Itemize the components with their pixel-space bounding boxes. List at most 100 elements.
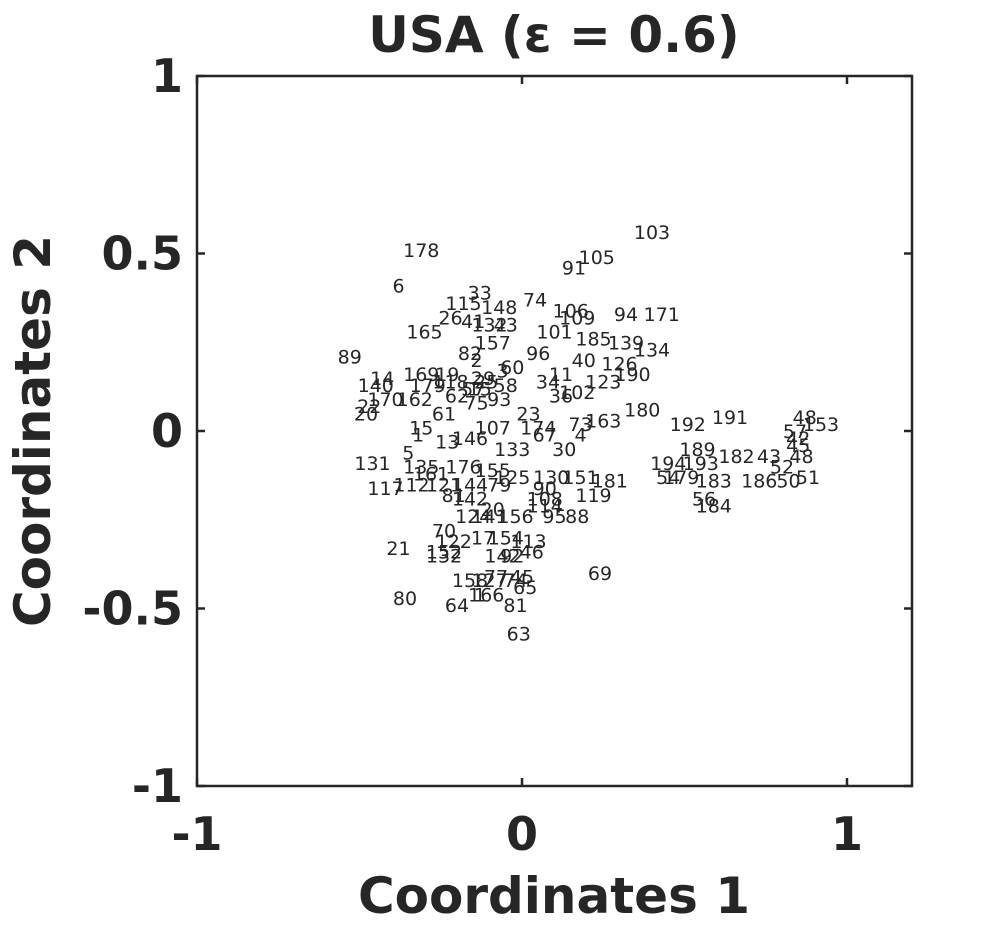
data-point-label: 125 (494, 467, 530, 489)
data-point-label: 106 (553, 300, 589, 322)
data-point-label: 2 (470, 350, 482, 372)
data-point-label: 26 (438, 307, 462, 329)
data-point-label: 15 (468, 378, 492, 400)
data-point-label: 115 (445, 293, 481, 315)
data-point-label: 43 (494, 315, 518, 337)
data-point-label: 139 (608, 332, 644, 354)
data-point-label: 144 (452, 474, 488, 496)
data-point-label: 3 (496, 361, 508, 383)
data-point-label: 180 (624, 400, 660, 422)
data-point-label: 192 (670, 414, 706, 436)
data-point-label: 23 (516, 403, 540, 425)
data-point-label: 186 (741, 471, 777, 493)
data-point-label: 65 (513, 577, 537, 599)
x-axis-label: Coordinates 1 (358, 867, 750, 925)
data-point-label: 74 (503, 570, 527, 592)
data-point-label: 118 (432, 371, 468, 393)
data-point-label: 140 (358, 375, 394, 397)
data-point-label: 42 (786, 428, 810, 450)
data-point-label: 152 (426, 542, 462, 564)
data-point-label: 133 (494, 439, 530, 461)
data-point-label: 181 (592, 471, 628, 493)
data-point-label: 131 (354, 453, 390, 475)
data-point-label: 163 (585, 410, 621, 432)
data-point-label: 96 (526, 343, 550, 365)
axis-ticks: -1 0 1 -1 -0.5 0 0.5 1 (82, 49, 912, 861)
data-point-label: 179 (410, 375, 446, 397)
data-point-label: 15 (409, 417, 433, 439)
data-point-label: 189 (679, 439, 715, 461)
data-point-label: 185 (575, 329, 611, 351)
data-point-label: 88 (565, 506, 589, 528)
y-tick-label: 0 (151, 404, 183, 458)
data-point-label: 108 (527, 488, 563, 510)
data-point-label: 4 (574, 425, 586, 447)
data-point-label: 46 (520, 542, 544, 564)
data-point-label: 11 (549, 364, 573, 386)
data-point-label: 171 (644, 304, 680, 326)
data-point-label: 5 (402, 442, 414, 464)
data-point-label: 183 (696, 471, 732, 493)
data-point-label: 124 (455, 506, 491, 528)
data-point-label: 103 (634, 222, 670, 244)
data-point-label: 33 (468, 283, 492, 305)
data-point-label: 178 (403, 240, 439, 262)
data-point-label: 1 (474, 584, 486, 606)
data-point-label: 193 (683, 453, 719, 475)
data-point-label: 43 (757, 446, 781, 468)
data-point-label: 165 (406, 322, 442, 344)
data-point-label: 155 (475, 460, 511, 482)
data-point-label: 191 (712, 407, 748, 429)
data-point-label: 169 (403, 364, 439, 386)
data-point-label: 63 (507, 623, 531, 645)
data-point-label: 30 (552, 439, 576, 461)
data-point-label: 105 (579, 247, 615, 269)
x-tick-label: -1 (171, 807, 222, 861)
data-point-label: 190 (614, 364, 650, 386)
data-point-label: 166 (468, 584, 504, 606)
y-tick-label: -1 (132, 759, 183, 813)
data-point-label: 73 (568, 414, 592, 436)
data-point-label: 1 (412, 425, 424, 447)
data-point-label: 162 (397, 389, 433, 411)
y-tick-label: 0.5 (102, 227, 184, 281)
data-point-label: 40 (572, 350, 596, 372)
data-point-label: 74 (523, 290, 547, 312)
data-point-label: 58 (494, 375, 518, 397)
data-point-label: 123 (585, 371, 621, 393)
data-point-label: 69 (588, 563, 612, 585)
data-point-label: 48 (789, 446, 813, 468)
data-point-label: 182 (718, 446, 754, 468)
data-point-label: 41 (461, 311, 485, 333)
data-point-label: 154 (488, 528, 524, 550)
data-point-label: 54 (656, 467, 680, 489)
data-point-label: 151 (562, 467, 598, 489)
data-point-label: 25 (474, 371, 498, 393)
data-point-label: 22 (357, 396, 381, 418)
y-tick-label: -0.5 (82, 582, 183, 636)
data-point-label: 107 (475, 417, 511, 439)
data-point-label: 19 (435, 364, 459, 386)
data-point-label: 101 (536, 322, 572, 344)
data-point-label: 122 (436, 531, 472, 553)
data-point-label: 29 (471, 368, 495, 390)
data-point-label: 51 (796, 467, 820, 489)
data-point-label: 60 (500, 357, 524, 379)
data-point-label: 170 (367, 389, 403, 411)
data-point-label: 127 (471, 570, 507, 592)
chart-title: USA (ε = 0.6) (368, 6, 740, 64)
data-point-label: 36 (549, 386, 573, 408)
data-point-label: 17 (471, 528, 495, 550)
data-point-label: 20 (481, 499, 505, 521)
data-point-label: 89 (338, 346, 362, 368)
data-point-label: 102 (559, 382, 595, 404)
data-point-label: 81 (503, 595, 527, 617)
data-point-label: 176 (445, 457, 481, 479)
data-point-label: 119 (575, 485, 611, 507)
data-point-label: 132 (471, 315, 507, 337)
data-point-label: 174 (520, 417, 556, 439)
x-tick-label: 1 (831, 807, 863, 861)
data-point-label: 52 (770, 457, 794, 479)
data-point-label: 56 (692, 488, 716, 510)
